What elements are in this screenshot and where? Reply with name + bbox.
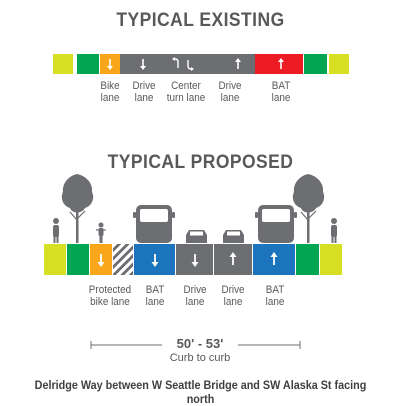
- up-arrow-icon: [278, 58, 284, 69]
- label-bat-lane: BAT lane: [271, 80, 291, 104]
- label-protected-bike-lane: Protected bike lane: [88, 284, 132, 308]
- curb-to-curb-label: Curb to curb: [169, 352, 231, 364]
- planting-right: [304, 54, 327, 74]
- planting-left: [67, 244, 89, 275]
- curb-to-curb-width: 50' - 53': [176, 336, 224, 351]
- two-way-turn-icon: [172, 57, 194, 71]
- down-arrow-icon: [140, 59, 146, 70]
- label-drive-lane-1: Drive lane: [132, 80, 156, 104]
- proposed-arrows: [97, 252, 278, 267]
- down-arrow-icon: [107, 59, 113, 70]
- label-drive-lane-1: Drive lane: [183, 284, 207, 308]
- cyclist-icon: [96, 222, 106, 243]
- existing-title: TYPICAL EXISTING: [116, 10, 285, 31]
- diagram-caption: Delridge Way between W Seattle Bridge an…: [34, 378, 367, 406]
- down-arrow-icon: [151, 254, 159, 267]
- center-turn-lane: [167, 54, 221, 74]
- sidewalk-right: [329, 54, 349, 74]
- up-arrow-icon: [270, 252, 278, 265]
- tree-icon: [292, 174, 325, 243]
- proposed-title: TYPICAL PROPOSED: [107, 152, 294, 173]
- proposed-cross-section: [44, 244, 349, 275]
- sidewalk-left: [53, 54, 73, 74]
- dimension-line: [90, 341, 301, 349]
- pedestrian-icon: [331, 218, 337, 243]
- car-icon: [223, 230, 244, 243]
- label-center-turn-lane: Center turn lane: [166, 80, 206, 104]
- down-arrow-icon: [97, 254, 105, 267]
- planting-right: [296, 244, 319, 275]
- tree-icon: [61, 174, 94, 243]
- label-bat-lane-2: BAT lane: [265, 284, 285, 308]
- label-drive-lane-2: Drive lane: [218, 80, 242, 104]
- planting-left: [77, 54, 99, 74]
- up-arrow-icon: [235, 58, 241, 69]
- label-bat-lane-1: BAT lane: [145, 284, 165, 308]
- gap-left-white: [73, 54, 77, 74]
- bus-icon: [133, 205, 175, 243]
- streetscape-silhouettes: [53, 174, 337, 243]
- label-drive-lane-2: Drive lane: [221, 284, 245, 308]
- car-icon: [186, 230, 207, 243]
- label-bike-lane: Bike lane: [100, 80, 120, 104]
- existing-arrows: [107, 57, 284, 71]
- down-arrow-icon: [191, 254, 199, 267]
- bat-lane: [255, 54, 303, 74]
- sidewalk-left: [44, 244, 66, 275]
- bike-buffer: [113, 244, 133, 275]
- pedestrian-icon: [53, 218, 59, 243]
- bus-icon: [255, 205, 297, 243]
- sidewalk-right: [320, 244, 342, 275]
- up-arrow-icon: [229, 252, 237, 265]
